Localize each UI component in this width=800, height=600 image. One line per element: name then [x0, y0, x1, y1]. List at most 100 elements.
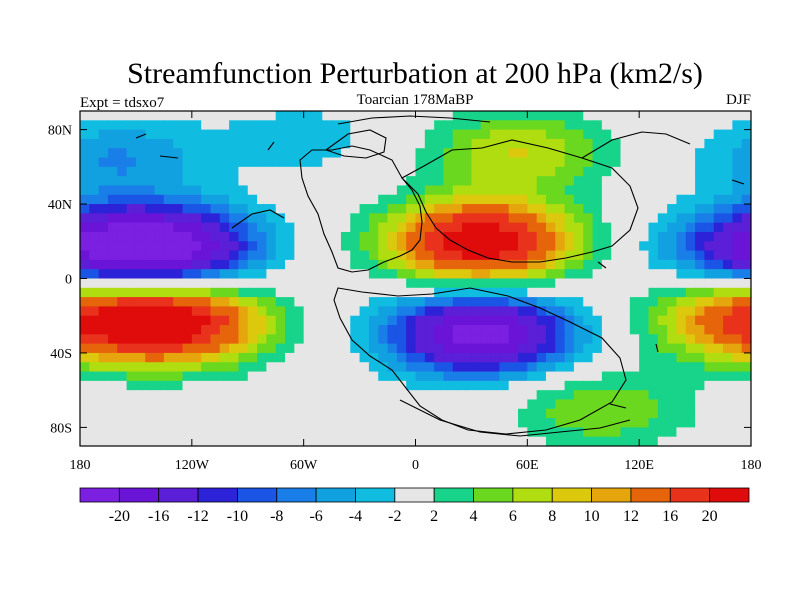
- field-cell: [312, 129, 323, 140]
- field-cell: [98, 120, 109, 131]
- field-cell: [285, 343, 295, 354]
- field-cell: [350, 250, 361, 261]
- field-cell: [117, 287, 128, 298]
- field-cell: [238, 250, 249, 261]
- field-cell: [704, 176, 715, 187]
- field-cell: [480, 325, 491, 335]
- field-cell: [713, 362, 724, 373]
- field-cell: [713, 325, 724, 335]
- field-cell: [238, 325, 249, 335]
- field-cell: [238, 334, 249, 345]
- field-cell: [555, 380, 566, 391]
- field-cell: [573, 418, 584, 428]
- field-cell: [154, 129, 165, 140]
- field-cell: [266, 315, 277, 326]
- field-cell: [452, 120, 463, 131]
- field-cell: [350, 111, 361, 121]
- field-cell: [145, 194, 156, 205]
- field-cell: [611, 278, 622, 289]
- field-cell: [508, 213, 519, 224]
- field-cell: [657, 418, 668, 428]
- field-cell: [126, 185, 137, 196]
- field-cell: [564, 194, 575, 205]
- field-cell: [219, 241, 230, 252]
- field-cell: [555, 269, 566, 280]
- field-cell: [611, 269, 622, 280]
- field-cell: [443, 204, 454, 214]
- field-cell: [424, 427, 435, 438]
- field-cell: [210, 129, 221, 140]
- field-cell: [480, 352, 491, 363]
- field-cell: [80, 427, 90, 438]
- field-cell: [639, 325, 650, 335]
- field-cell: [732, 408, 743, 419]
- field-cell: [480, 157, 491, 168]
- field-cell: [443, 287, 454, 298]
- field-cell: [285, 371, 295, 382]
- field-cell: [462, 325, 473, 335]
- field-cell: [135, 222, 146, 233]
- field-cell: [695, 250, 706, 261]
- field-cell: [648, 343, 659, 354]
- field-cell: [741, 129, 751, 140]
- field-cell: [219, 399, 230, 410]
- field-cell: [322, 371, 333, 382]
- field-cell: [592, 166, 603, 177]
- field-cell: [601, 380, 612, 391]
- field-cell: [312, 222, 323, 233]
- field-cell: [685, 325, 696, 335]
- field-cell: [107, 399, 118, 410]
- field-cell: [154, 371, 165, 382]
- field-cell: [303, 176, 314, 187]
- field-cell: [182, 287, 193, 298]
- field-cell: [266, 325, 277, 335]
- field-cell: [107, 436, 118, 446]
- field-cell: [135, 380, 146, 391]
- field-cell: [424, 380, 435, 391]
- field-cell: [723, 157, 733, 168]
- field-cell: [294, 138, 305, 149]
- field-cell: [480, 148, 491, 159]
- field-cell: [536, 287, 547, 298]
- field-cell: [331, 334, 342, 345]
- field-cell: [527, 315, 538, 326]
- field-cell: [322, 138, 333, 149]
- field-cell: [564, 315, 575, 326]
- field-cell: [182, 241, 193, 252]
- field-cell: [219, 166, 230, 177]
- colorbar-swatch: [158, 487, 199, 503]
- field-cell: [126, 129, 137, 140]
- field-cell: [471, 204, 482, 214]
- field-cell: [117, 157, 128, 168]
- field-cell: [415, 325, 426, 335]
- field-cell: [713, 111, 724, 121]
- field-cell: [676, 111, 687, 121]
- field-cell: [471, 120, 482, 131]
- field-cell: [210, 222, 221, 233]
- field-cell: [713, 120, 724, 131]
- field-cell: [201, 418, 212, 428]
- field-cell: [275, 390, 286, 401]
- field-cell: [173, 176, 184, 187]
- field-cell: [676, 371, 687, 382]
- field-cell: [80, 371, 90, 382]
- field-cell: [145, 259, 156, 270]
- field-cell: [695, 325, 706, 335]
- field-cell: [508, 325, 519, 335]
- field-cell: [639, 259, 650, 270]
- field-cell: [639, 297, 650, 308]
- colorbar-label: 2: [430, 508, 438, 525]
- field-cell: [434, 427, 445, 438]
- field-cell: [592, 343, 603, 354]
- field-cell: [98, 269, 109, 280]
- field-cell: [378, 166, 389, 177]
- field-cell: [527, 269, 538, 280]
- field-cell: [350, 129, 361, 140]
- field-cell: [257, 325, 267, 335]
- field-cell: [275, 194, 286, 205]
- field-cell: [499, 111, 510, 121]
- field-cell: [322, 111, 333, 121]
- field-cell: [135, 306, 146, 317]
- field-cell: [275, 204, 286, 214]
- field-cell: [667, 166, 678, 177]
